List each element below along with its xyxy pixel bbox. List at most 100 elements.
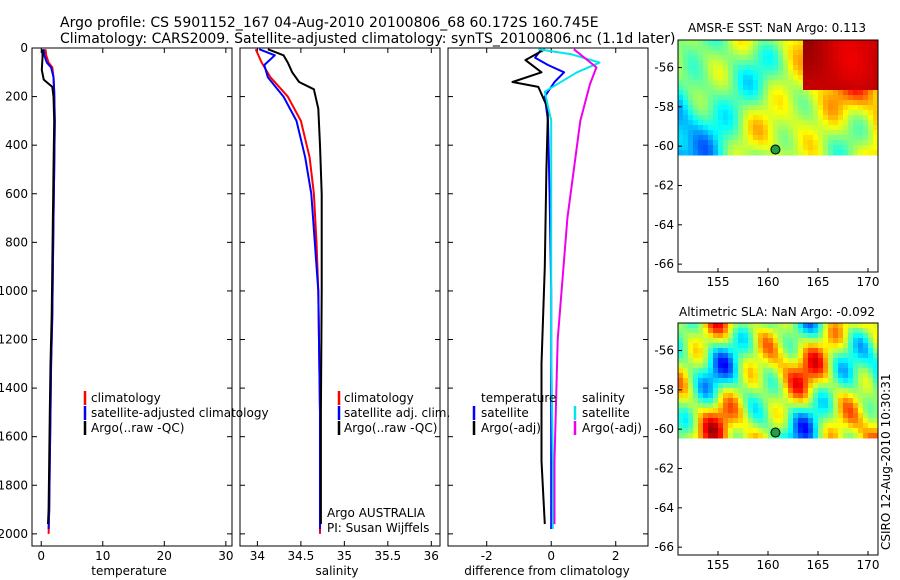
sst-heatmap-cell [823, 75, 829, 81]
sst-heatmap-cell [693, 95, 699, 101]
sst-heatmap-cell [758, 120, 764, 126]
sst-heatmap-cell [753, 65, 759, 71]
sst-heatmap-cell [803, 150, 809, 156]
sla-heatmap-cell [683, 393, 689, 399]
sla-heatmap-cell [698, 378, 704, 384]
sla-heatmap-cell [733, 393, 739, 399]
sla-heatmap-cell [713, 378, 719, 384]
sst-heatmap-cell [768, 50, 774, 56]
sla-heatmap-cell [798, 363, 804, 369]
sst-heatmap-cell [798, 110, 804, 116]
sst-heatmap-cell [743, 145, 749, 151]
sla-heatmap-cell [753, 328, 759, 334]
sla-heatmap-cell [858, 383, 864, 389]
sst-heatmap-cell [873, 115, 878, 121]
sst-heatmap-cell [718, 105, 724, 111]
sla-heatmap-cell [703, 358, 709, 364]
sst-heatmap-cell [808, 105, 814, 111]
sst-heatmap-cell [818, 125, 824, 131]
sla-heatmap-cell [728, 423, 734, 429]
sla-heatmap-cell [698, 358, 704, 364]
sla-heatmap-cell [688, 433, 694, 439]
sla-heatmap-cell [813, 428, 819, 434]
sla-heatmap-cell [823, 393, 829, 399]
sla-heatmap-cell [843, 333, 849, 339]
sla-heatmap-cell [688, 428, 694, 434]
sla-heatmap-cell [708, 328, 714, 334]
sla-heatmap-cell [713, 338, 719, 344]
sla-heatmap-cell [853, 328, 859, 334]
sst-heatmap-cell [723, 115, 729, 121]
sst-heatmap-cell [678, 80, 684, 86]
sst-heatmap-cell [813, 90, 819, 96]
sst-heatmap-cell [863, 50, 869, 56]
sla-heatmap-cell [738, 373, 744, 379]
sla-heatmap-cell [863, 373, 869, 379]
sst-heatmap-cell [818, 70, 824, 76]
sla-heatmap-cell [843, 403, 849, 409]
sla-heatmap-cell [748, 418, 754, 424]
sst-heatmap-cell [798, 50, 804, 56]
sst-heatmap-cell [678, 70, 684, 76]
sla-heatmap-cell [683, 398, 689, 404]
sla-heatmap-cell [853, 363, 859, 369]
temperature-plot-frame [31, 47, 233, 547]
sst-heatmap-cell [693, 145, 699, 151]
sst-heatmap-cell [688, 130, 694, 136]
sla-heatmap-cell [873, 373, 878, 379]
sla-heatmap-cell [703, 413, 709, 419]
sla-heatmap-cell [778, 383, 784, 389]
sst-heatmap-cell [723, 105, 729, 111]
difference-plot-frame [447, 47, 649, 547]
sla-heatmap-cell [838, 343, 844, 349]
sla-heatmap-cell [858, 423, 864, 429]
sla-heatmap-cell [688, 408, 694, 414]
sst-heatmap-cell [843, 60, 849, 66]
sla-heatmap-cell [758, 383, 764, 389]
sla-heatmap-cell [813, 353, 819, 359]
sst-heatmap-cell [818, 90, 824, 96]
y-tick-label: 2000 [0, 527, 28, 541]
sst-heatmap-cell [828, 105, 834, 111]
sst-heatmap-cell [838, 50, 844, 56]
sst-heatmap-cell [728, 110, 734, 116]
sst-heatmap-cell [818, 60, 824, 66]
sst-heatmap-cell [843, 140, 849, 146]
sst-heatmap-cell [788, 100, 794, 106]
sst-heatmap-cell [823, 110, 829, 116]
sla-heatmap-cell [763, 388, 769, 394]
sst-heatmap-cell [823, 115, 829, 121]
sst-heatmap-cell [708, 130, 714, 136]
sst-heatmap-cell [753, 80, 759, 86]
sla-heatmap-cell [708, 333, 714, 339]
sst-heatmap-cell [763, 120, 769, 126]
sla-heatmap-cell [808, 333, 814, 339]
sst-heatmap-cell [683, 70, 689, 76]
sst-heatmap-cell [853, 95, 859, 101]
sla-heatmap-cell [853, 433, 859, 439]
sst-heatmap-cell [778, 80, 784, 86]
sst-heatmap-cell [808, 55, 814, 61]
sla-heatmap-cell [778, 348, 784, 354]
sla-heatmap-cell [828, 413, 834, 419]
sst-heatmap-cell [778, 150, 784, 156]
sla-heatmap-cell [738, 428, 744, 434]
sst-heatmap-cell [863, 40, 869, 46]
sla-heatmap-cell [833, 388, 839, 394]
sla-heatmap-cell [783, 383, 789, 389]
sla-heatmap-cell [788, 323, 794, 329]
sla-heatmap-cell [768, 328, 774, 334]
sst-heatmap-cell [828, 100, 834, 106]
sst-heatmap-cell [843, 125, 849, 131]
sla-heatmap-cell [783, 343, 789, 349]
sla-heatmap-cell [838, 413, 844, 419]
sst-heatmap-cell [818, 110, 824, 116]
sst-heatmap-cell [873, 105, 878, 111]
sla-heatmap-cell [708, 428, 714, 434]
sla-heatmap-cell [803, 353, 809, 359]
sst-heatmap-cell [838, 80, 844, 86]
sst-heatmap-cell [683, 60, 689, 66]
sst-heatmap-cell [843, 150, 849, 156]
sla-heatmap-cell [853, 338, 859, 344]
sst-heatmap-cell [773, 100, 779, 106]
